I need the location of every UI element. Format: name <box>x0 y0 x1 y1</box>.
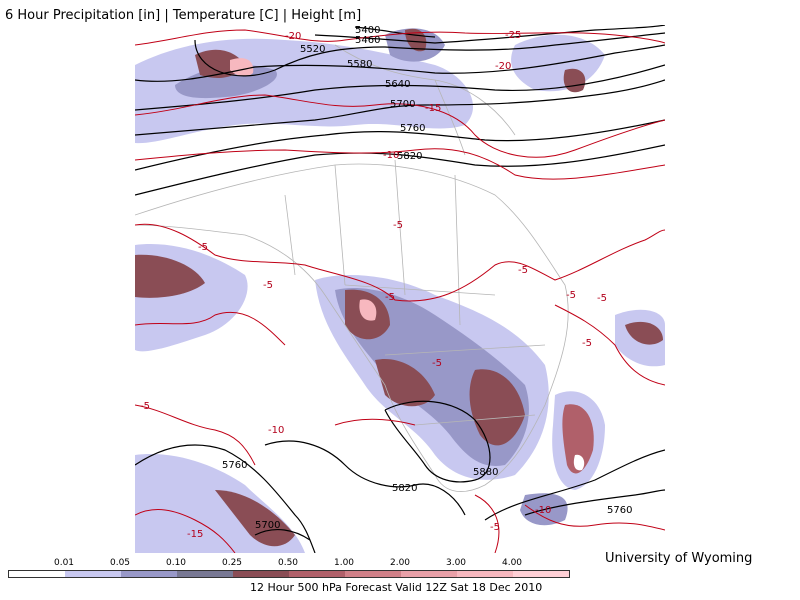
temp-contour-2 <box>134 94 666 158</box>
temp-contour-1 <box>134 29 666 46</box>
height-label: 5460 <box>355 35 380 46</box>
temp-label: -20 <box>285 31 301 42</box>
legend-tick-label: 0.01 <box>53 558 75 568</box>
contour-5760-north <box>134 119 666 171</box>
temp-label: -10 <box>268 425 284 436</box>
height-labels: 5400 5460 5520 5580 5640 5700 5760 5820 … <box>222 25 632 531</box>
credit-label: University of Wyoming <box>605 551 753 566</box>
contour-5700 <box>134 79 666 136</box>
contour-5820-north <box>134 144 666 196</box>
height-label: 5880 <box>473 467 498 478</box>
temp-label: -5 <box>140 401 150 412</box>
legend-tick-label: 2.00 <box>389 558 411 568</box>
legend-swatch <box>233 571 289 577</box>
temp-contour-3 <box>134 148 666 180</box>
precip-area-central-heavy <box>345 289 525 446</box>
precip-area-atlantic-core <box>135 254 205 298</box>
temp-contour-7 <box>134 494 666 554</box>
height-contours <box>134 24 666 554</box>
height-label: 5760 <box>607 505 632 516</box>
legend-color-bar <box>8 570 570 578</box>
temp-label: -25 <box>505 30 521 41</box>
height-label: 5580 <box>347 59 372 70</box>
precip-area-south-atlantic-core <box>215 490 295 547</box>
height-label: 5520 <box>300 44 325 55</box>
precipitation-layer <box>135 28 665 553</box>
temp-label: -5 <box>393 220 403 231</box>
legend-swatch <box>177 571 233 577</box>
weather-map: 5400 5460 5520 5580 5640 5700 5760 5820 … <box>134 24 666 554</box>
map-svg: 5400 5460 5520 5580 5640 5700 5760 5820 … <box>134 24 666 554</box>
precip-area-north-peak <box>230 58 254 77</box>
legend-swatch <box>345 571 401 577</box>
height-label: 5820 <box>392 483 417 494</box>
temp-label: -5 <box>198 242 208 253</box>
legend-swatch <box>401 571 457 577</box>
temp-label: -5 <box>518 265 528 276</box>
height-label: 5820 <box>397 151 422 162</box>
temp-contour-4 <box>134 223 666 302</box>
legend-labels: 0.01 0.05 0.10 0.25 0.50 1.00 2.00 3.00 … <box>0 558 800 570</box>
height-label: 5700 <box>390 99 415 110</box>
temp-label: -5 <box>597 293 607 304</box>
temp-label: -15 <box>187 529 203 540</box>
precip-area-indian-ocean-heavy <box>625 321 663 345</box>
legend-swatch <box>457 571 513 577</box>
legend-swatch <box>9 571 65 577</box>
legend-tick-label: 0.05 <box>109 558 131 568</box>
legend-tick-label: 3.00 <box>445 558 467 568</box>
contour-5880 <box>384 400 491 483</box>
contour-5520 <box>194 32 666 77</box>
precip-area-madagascar-heavy <box>562 404 594 474</box>
contour-5580 <box>134 44 666 82</box>
legend-swatch <box>289 571 345 577</box>
temp-label: -10 <box>383 150 399 161</box>
legend-tick-label: 0.25 <box>221 558 243 568</box>
temp-label: -5 <box>263 280 273 291</box>
legend-tick-label: 1.00 <box>333 558 355 568</box>
contour-5700-south <box>254 528 311 541</box>
contour-5820-south <box>264 440 666 521</box>
contour-5640 <box>134 64 666 111</box>
height-label: 5760 <box>222 460 247 471</box>
legend-swatch <box>513 571 569 577</box>
legend-tick-label: 4.00 <box>501 558 523 568</box>
temp-label: -10 <box>535 505 551 516</box>
contour-5460 <box>314 24 666 44</box>
temp-label: -20 <box>495 61 511 72</box>
temp-contour-5 <box>134 304 666 386</box>
temp-label: -5 <box>432 358 442 369</box>
temp-label: -5 <box>582 338 592 349</box>
precip-area-madagascar-peak <box>573 454 585 471</box>
legend-swatch <box>65 571 121 577</box>
temp-label: -5 <box>385 292 395 303</box>
legend-tick-label: 0.10 <box>165 558 187 568</box>
temp-contour-6 <box>134 404 416 466</box>
legend-tick-label: 0.50 <box>277 558 299 568</box>
temp-label: -5 <box>566 290 576 301</box>
coastline-africa <box>134 163 569 492</box>
temperature-contours <box>134 29 666 554</box>
legend-swatch <box>121 571 177 577</box>
forecast-caption: 12 Hour 500 hPa Forecast Valid 12Z Sat 1… <box>250 581 543 594</box>
temp-label: -15 <box>425 103 441 114</box>
precip-area-central-peak <box>359 299 377 321</box>
height-label: 5400 <box>355 25 380 36</box>
contour-5400 <box>354 26 436 38</box>
temperature-labels: -20 -25 -20 -15 -10 -5 -5 -5 -5 -5 -5 -5… <box>140 30 607 540</box>
contour-5760-south <box>134 444 666 554</box>
height-label: 5640 <box>385 79 410 90</box>
chart-title: 6 Hour Precipitation [in] | Temperature … <box>5 8 362 23</box>
temp-label: -5 <box>490 522 500 533</box>
height-label: 5760 <box>400 123 425 134</box>
height-label: 5700 <box>255 520 280 531</box>
country-border-1 <box>284 159 461 326</box>
